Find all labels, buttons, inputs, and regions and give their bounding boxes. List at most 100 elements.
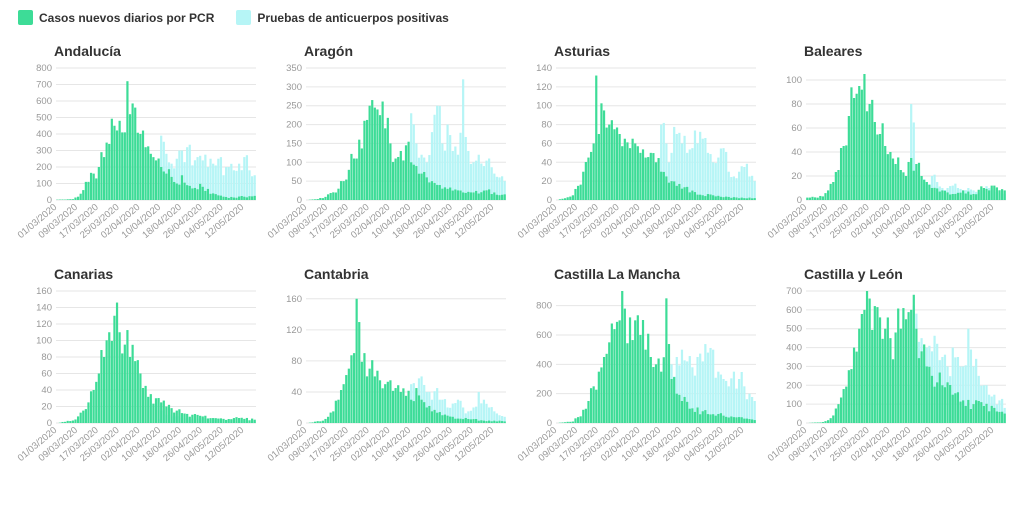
bar-pcr	[936, 382, 939, 423]
bar-pcr	[688, 408, 691, 423]
bar-antibody	[441, 399, 444, 423]
bar-antibody	[693, 130, 697, 200]
bar-pcr	[730, 197, 733, 200]
bar-pcr	[735, 197, 738, 200]
y-tick-label: 120	[536, 82, 552, 93]
bar-pcr	[574, 188, 577, 200]
y-tick-label: 200	[536, 389, 552, 400]
bar-pcr	[462, 192, 465, 200]
y-tick-label: 0	[297, 418, 302, 429]
bar-pcr	[321, 198, 324, 200]
bar-pcr	[490, 421, 493, 423]
bar-pcr	[417, 395, 421, 423]
bar-pcr	[420, 399, 423, 423]
bar-pcr	[227, 197, 230, 200]
bar-pcr	[316, 199, 319, 200]
bar-pcr	[613, 329, 616, 423]
bar-pcr	[956, 192, 960, 200]
y-tick-label: 200	[36, 162, 52, 173]
bar-pcr	[894, 164, 897, 200]
bar-antibody	[673, 126, 676, 200]
bar-pcr	[946, 382, 949, 423]
bar-pcr	[464, 417, 467, 423]
bar-antibody	[688, 356, 691, 423]
bar-antibody	[748, 176, 751, 200]
bar-antibody	[196, 157, 199, 200]
bar-pcr	[100, 350, 103, 423]
bar-pcr	[209, 193, 212, 200]
bar-pcr	[876, 134, 879, 200]
bar-pcr	[337, 399, 340, 423]
bar-antibody	[248, 170, 251, 200]
bar-pcr	[363, 120, 366, 200]
bar-pcr	[238, 196, 241, 200]
bar-pcr	[925, 366, 928, 423]
bar-pcr	[662, 171, 665, 200]
bar-pcr	[206, 188, 210, 200]
bar-pcr	[95, 178, 98, 200]
bar-pcr	[347, 368, 350, 423]
bar-pcr	[339, 181, 343, 200]
bar-pcr	[141, 130, 145, 200]
bar-pcr	[660, 171, 663, 200]
bar-pcr	[188, 416, 191, 423]
bar-pcr	[751, 419, 754, 423]
bar-pcr	[82, 190, 85, 200]
bar-pcr	[342, 384, 345, 423]
bar-pcr	[84, 181, 87, 200]
bar-antibody	[704, 138, 707, 200]
y-tick-label: 150	[286, 138, 302, 149]
bar-pcr	[842, 146, 845, 200]
bar-pcr	[386, 117, 389, 200]
bar-pcr	[376, 109, 379, 200]
bar-pcr	[355, 158, 358, 200]
bar-pcr	[574, 418, 577, 423]
bar-pcr	[597, 134, 600, 200]
y-tick-label: 20	[41, 402, 52, 413]
bar-antibody	[662, 122, 665, 200]
bar-pcr	[665, 176, 668, 200]
bar-pcr	[910, 309, 913, 423]
bar-pcr	[589, 151, 593, 200]
bar-pcr	[665, 298, 668, 423]
bar-pcr	[660, 371, 663, 423]
bar-pcr	[600, 367, 603, 423]
bar-pcr	[482, 190, 486, 200]
bar-pcr	[592, 386, 595, 423]
bar-pcr	[324, 418, 327, 423]
bar-antibody	[412, 124, 415, 200]
y-tick-label: 20	[541, 176, 552, 187]
bar-pcr	[475, 419, 478, 423]
y-tick-label: 100	[786, 75, 802, 86]
bar-antibody	[738, 171, 741, 200]
bar-pcr	[954, 393, 957, 423]
bar-pcr	[115, 130, 119, 200]
bar-pcr	[253, 195, 256, 200]
bar-pcr	[433, 182, 436, 200]
bar-pcr	[933, 187, 936, 200]
bar-pcr	[884, 146, 887, 200]
y-tick-label: 60	[541, 138, 552, 149]
bar-pcr	[378, 115, 382, 200]
bar-antibody	[462, 407, 465, 423]
bar-pcr	[1003, 413, 1006, 423]
y-tick-label: 80	[541, 120, 552, 131]
bar-pcr	[149, 153, 152, 200]
bar-pcr	[245, 417, 249, 423]
bar-pcr	[618, 134, 621, 200]
bar-pcr	[969, 194, 973, 200]
bar-pcr	[191, 414, 194, 423]
bar-pcr	[443, 414, 447, 423]
bar-pcr	[488, 189, 491, 200]
bar-antibody	[178, 150, 181, 200]
bar-pcr	[701, 195, 704, 200]
bar-pcr	[982, 188, 986, 200]
bar-pcr	[566, 421, 569, 423]
bar-pcr	[175, 410, 178, 423]
bar-pcr	[397, 156, 400, 200]
bar-pcr	[644, 349, 647, 423]
bar-pcr	[910, 158, 913, 200]
y-tick-label: 700	[786, 286, 802, 297]
bar-pcr	[360, 148, 363, 200]
bar-pcr	[173, 181, 176, 200]
